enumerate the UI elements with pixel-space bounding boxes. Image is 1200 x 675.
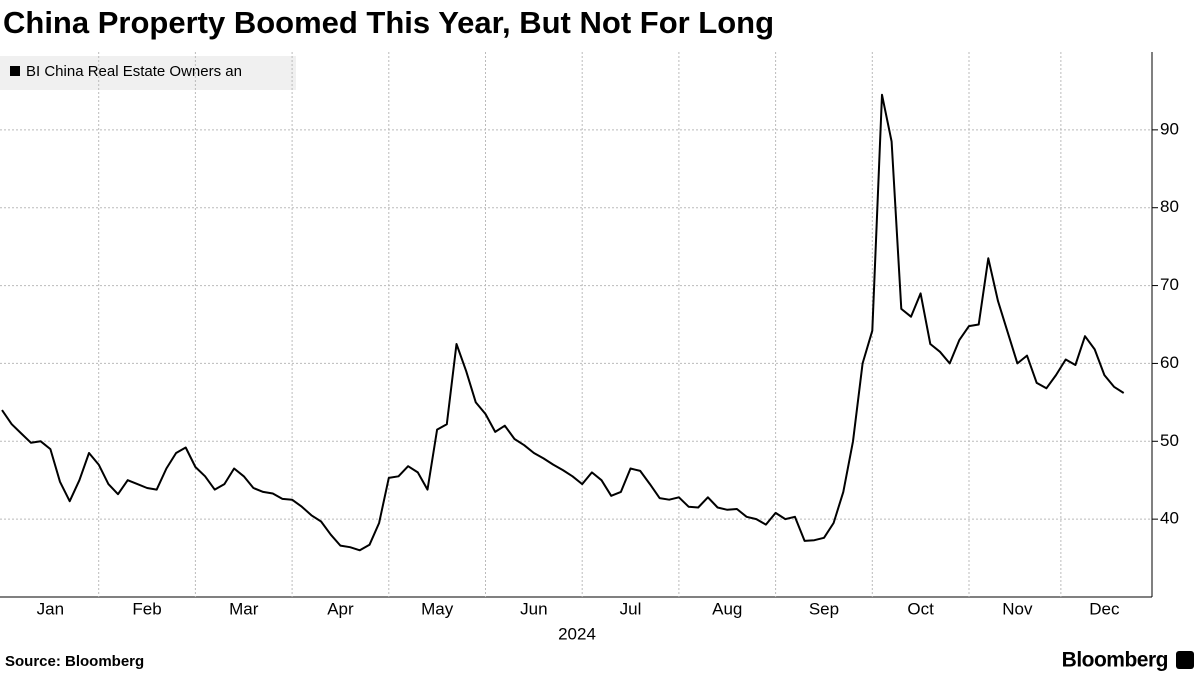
x-tick-label: Apr [327, 599, 354, 618]
legend-swatch [10, 66, 20, 76]
y-tick-label: 60 [1160, 353, 1179, 372]
x-tick-label: Mar [229, 599, 259, 618]
x-tick-label: Aug [712, 599, 742, 618]
x-tick-label: Feb [132, 599, 161, 618]
x-tick-label: Jul [620, 599, 642, 618]
chart-title: China Property Boomed This Year, But Not… [3, 5, 774, 40]
y-tick-label: 40 [1160, 509, 1179, 528]
x-tick-label: May [421, 599, 454, 618]
x-axis-label: 2024 [558, 624, 596, 643]
line-series [1, 93, 1125, 552]
x-tick-label: Sep [809, 599, 839, 618]
x-tick-label: Oct [907, 599, 934, 618]
x-tick-label: Jan [37, 599, 64, 618]
x-tick-label: Jun [520, 599, 547, 618]
source: Source: Bloomberg [5, 653, 144, 670]
y-tick-label: 90 [1160, 119, 1179, 138]
logo: Bloomberg [1062, 649, 1168, 672]
x-tick-label: Nov [1002, 599, 1033, 618]
x-tick-label: Dec [1089, 599, 1120, 618]
legend-box [0, 56, 296, 90]
y-tick-label: 50 [1160, 431, 1179, 450]
y-tick-label: 80 [1160, 197, 1179, 216]
logo-icon [1176, 651, 1194, 669]
y-tick-label: 70 [1160, 275, 1179, 294]
legend-label: BI China Real Estate Owners an [26, 63, 242, 80]
